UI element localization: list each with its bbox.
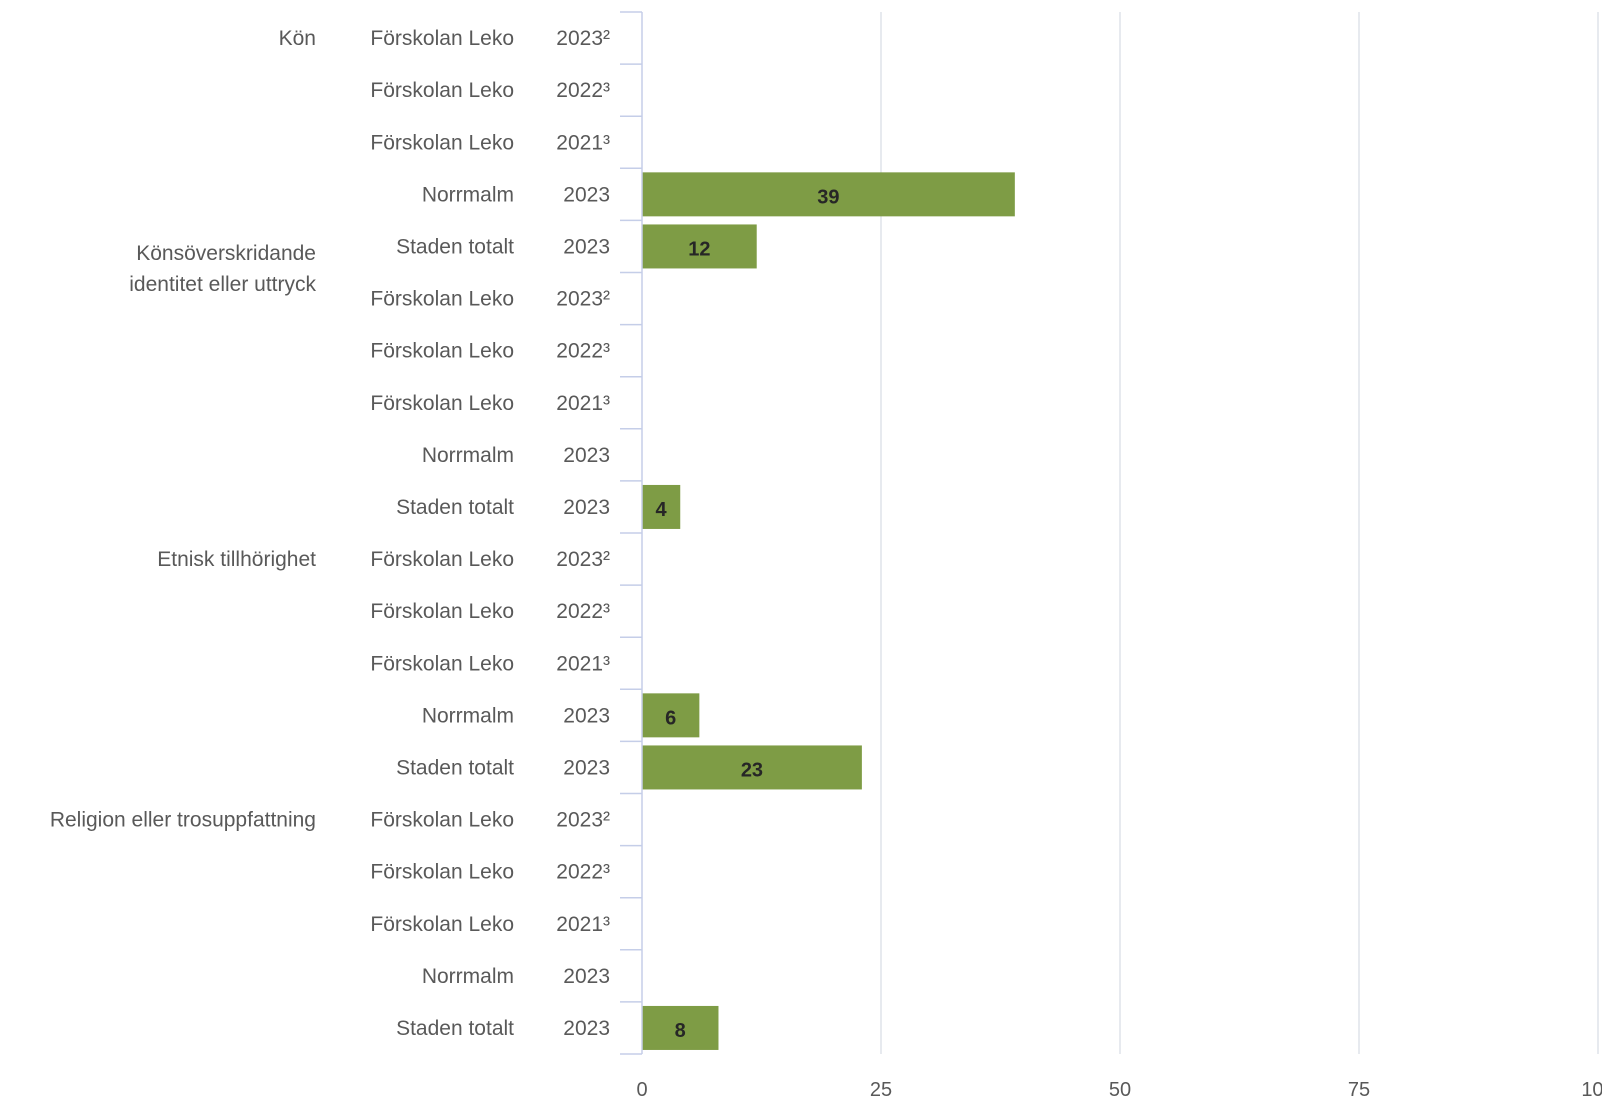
bar-value-label: 6	[665, 707, 676, 729]
category-axis	[620, 11, 643, 1055]
x-tick-label: 100	[1581, 1079, 1602, 1098]
unit-label: Förskolan Leko	[370, 913, 514, 936]
unit-label: Staden totalt	[396, 1017, 514, 1040]
bar	[642, 172, 1015, 217]
year-label: 2023	[563, 496, 610, 519]
category-labels: Förskolan Leko 2023² Förskolan Leko 2022³ Fö…	[50, 27, 610, 1040]
x-tick-label: 0	[636, 1079, 647, 1098]
year-label: 2023	[563, 235, 610, 258]
bar-value-label: 4	[656, 499, 668, 521]
year-label: 2023²	[556, 27, 610, 50]
year-label: 2023	[563, 444, 610, 467]
year-label: 2023	[563, 704, 610, 727]
unit-label: Staden totalt	[396, 756, 514, 779]
value-axis-ticks: 0 25 50 75 100	[636, 1079, 1602, 1098]
year-label: 2022³	[556, 861, 610, 884]
bar	[642, 693, 700, 738]
unit-label: Förskolan Leko	[370, 131, 514, 154]
year-label: 2022³	[556, 340, 610, 363]
year-label: 2021³	[556, 392, 610, 415]
unit-label: Förskolan Leko	[370, 600, 514, 623]
group-label: Etnisk tillhörighet	[157, 548, 316, 571]
unit-label: Norrmalm	[422, 183, 514, 206]
unit-label: Förskolan Leko	[370, 809, 514, 832]
unit-label: Förskolan Leko	[370, 652, 514, 675]
unit-label: Förskolan Leko	[370, 27, 514, 50]
unit-label: Förskolan Leko	[370, 861, 514, 884]
x-tick-label: 50	[1109, 1079, 1131, 1098]
bar-value-label: 8	[675, 1020, 686, 1042]
unit-label: Norrmalm	[422, 444, 514, 467]
bar	[642, 224, 757, 269]
grid-lines	[880, 12, 1599, 1054]
unit-label: Förskolan Leko	[370, 340, 514, 363]
year-label: 2023	[563, 1017, 610, 1040]
year-label: 2023	[563, 183, 610, 206]
x-tick-label: 25	[870, 1079, 892, 1098]
year-label: 2023	[563, 965, 610, 988]
year-label: 2021³	[556, 131, 610, 154]
unit-label: Norrmalm	[422, 704, 514, 727]
unit-label: Förskolan Leko	[370, 392, 514, 415]
x-tick-label: 75	[1348, 1079, 1370, 1098]
unit-label: Staden totalt	[396, 235, 514, 258]
unit-label: Förskolan Leko	[370, 288, 514, 311]
bar-value-label: 23	[741, 759, 763, 781]
year-label: 2021³	[556, 652, 610, 675]
year-label: 2022³	[556, 600, 610, 623]
group-label: identitet eller uttryck	[129, 273, 316, 296]
group-label: Könsöverskridande	[136, 242, 316, 265]
bar	[642, 484, 681, 529]
unit-label: Förskolan Leko	[370, 79, 514, 102]
unit-label: Norrmalm	[422, 965, 514, 988]
year-label: 2023	[563, 756, 610, 779]
bars: 39 12 4 6 23 8	[642, 172, 1015, 1050]
year-label: 2023²	[556, 809, 610, 832]
year-label: 2022³	[556, 79, 610, 102]
bar-value-label: 39	[817, 186, 839, 208]
bar-value-label: 12	[688, 238, 710, 260]
group-label: Religion eller trosuppfattning	[50, 809, 316, 832]
unit-label: Förskolan Leko	[370, 548, 514, 571]
year-label: 2021³	[556, 913, 610, 936]
year-label: 2023²	[556, 288, 610, 311]
year-label: 2023²	[556, 548, 610, 571]
unit-label: Staden totalt	[396, 496, 514, 519]
bar	[642, 745, 862, 790]
group-label: Kön	[279, 27, 316, 50]
bar	[642, 1005, 719, 1050]
